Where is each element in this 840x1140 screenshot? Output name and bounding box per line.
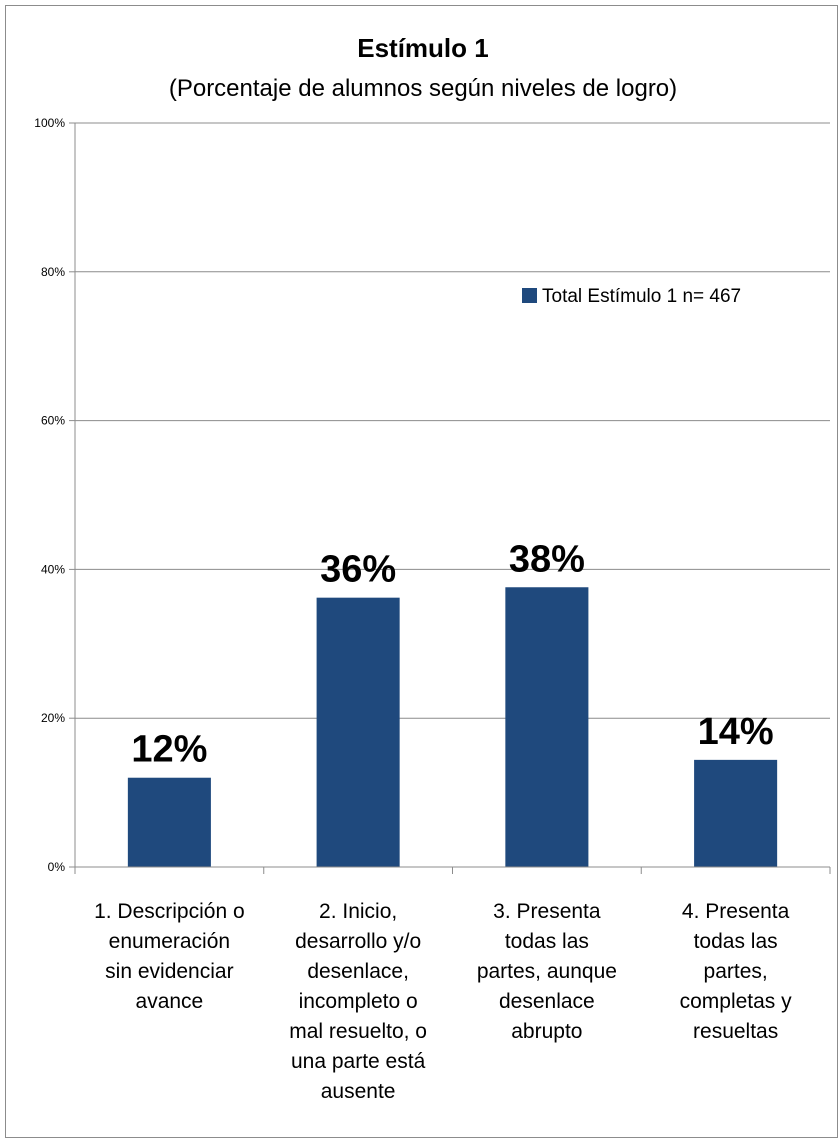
data-label: 36%	[320, 549, 396, 591]
category-label: 2. Inicio, desarrollo y/o desenlace, incomp…	[289, 900, 427, 1103]
category-labels: 1. Descripción o enumeración sin evidencia…	[94, 900, 792, 1103]
bars	[127, 587, 778, 867]
category-label-line: 1. Descripción o	[94, 900, 245, 923]
bar	[316, 597, 400, 867]
category-label-line: desenlace	[499, 990, 595, 1013]
x-axis	[74, 123, 831, 874]
y-tick-label: 0%	[48, 860, 66, 874]
category-label-line: resueltas	[693, 1020, 778, 1043]
category-label-line: abrupto	[511, 1020, 582, 1043]
bar	[127, 777, 211, 867]
data-labels: 12% 36% 38% 14%	[131, 538, 773, 770]
y-tick-label: 40%	[41, 562, 65, 576]
gridlines	[75, 122, 830, 719]
category-label-line: ausente	[321, 1080, 396, 1103]
y-tick-label: 60%	[41, 414, 65, 428]
chart-subtitle: (Porcentaje de alumnos según niveles de …	[169, 75, 677, 102]
legend: Total Estímulo 1 n= 467	[522, 286, 741, 307]
category-label-line: completas y	[680, 990, 793, 1013]
data-label: 38%	[509, 538, 585, 580]
legend-swatch	[522, 288, 537, 303]
bar	[505, 587, 589, 867]
category-label-line: incompleto o	[299, 990, 418, 1013]
chart-title: Estímulo 1	[357, 33, 488, 63]
category-label-line: enumeración	[109, 930, 230, 953]
category-label-line: partes, aunque	[477, 960, 617, 983]
category-label-line: 4. Presenta	[682, 900, 790, 923]
y-tick-label: 20%	[41, 711, 65, 725]
category-label-line: partes,	[704, 960, 768, 983]
y-tick-label: 80%	[41, 265, 65, 279]
bar	[694, 759, 778, 867]
category-label-line: todas las	[694, 930, 778, 953]
category-label-line: sin evidenciar	[105, 960, 233, 983]
category-label-line: desarrollo y/o	[295, 930, 421, 953]
category-label: 1. Descripción o enumeración sin evidencia…	[94, 900, 245, 1013]
category-label-line: 2. Inicio,	[319, 900, 397, 923]
y-tick-label: 100%	[34, 116, 65, 130]
category-label-line: avance	[136, 990, 204, 1013]
category-label-line: mal resuelto, o	[289, 1020, 427, 1043]
chart-frame	[5, 5, 838, 1138]
category-label: 3. Presenta todas las partes, aunque desenl…	[477, 900, 617, 1043]
category-label: 4. Presenta todas las partes, completas y re…	[680, 900, 793, 1043]
data-label: 14%	[698, 711, 774, 753]
category-label-line: desenlace,	[307, 960, 409, 983]
category-label-line: una parte está	[291, 1050, 426, 1073]
legend-label: Total Estímulo 1 n= 467	[542, 286, 741, 307]
data-label: 12%	[131, 729, 207, 771]
category-label-line: todas las	[505, 930, 589, 953]
category-label-line: 3. Presenta	[493, 900, 601, 923]
y-axis-ticks: 0% 20% 40% 60% 80% 100%	[34, 116, 75, 874]
